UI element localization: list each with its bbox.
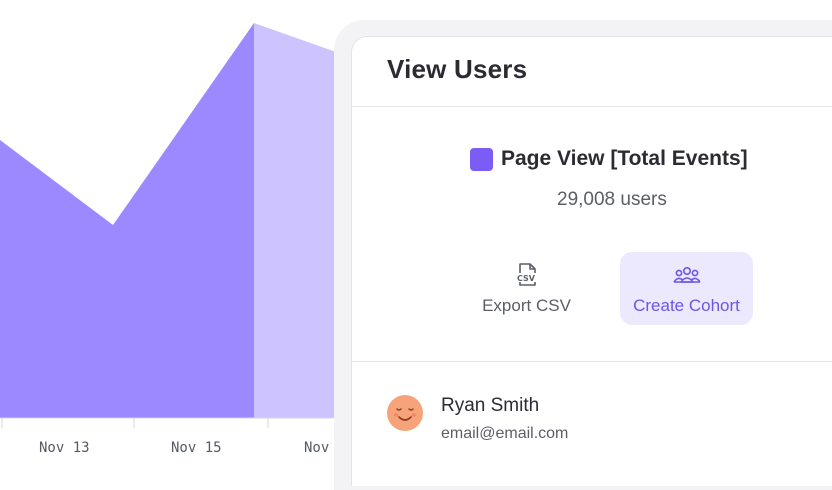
x-tick-label: Nov: [304, 440, 329, 456]
export-csv-label: Export CSV: [482, 296, 571, 315]
panel-title: View Users: [387, 54, 528, 84]
smiley-face-icon: [393, 408, 417, 421]
create-cohort-label: Create Cohort: [633, 296, 740, 315]
user-name: Ryan Smith: [441, 395, 540, 416]
area-series-partial: [254, 23, 336, 418]
user-count: 29,008 users: [557, 189, 667, 210]
event-summary: Page View [Total Events] 29,008 users CS…: [352, 107, 832, 362]
view-users-panel: View Users Page View [Total Events] 29,0…: [351, 36, 832, 486]
x-tick-label: Nov 15: [171, 440, 222, 456]
area-series-main: [0, 23, 254, 418]
x-tick-label: Nov 13: [39, 440, 90, 456]
event-name: Page View [Total Events]: [501, 147, 748, 170]
cohort-group-icon: [672, 267, 701, 283]
event-color-swatch: [470, 147, 493, 171]
svg-text:CSV: CSV: [517, 274, 536, 283]
panel-header: View Users: [352, 37, 832, 107]
area-chart: Nov 13 Nov 15 Nov: [0, 23, 336, 456]
user-email: email@email.com: [441, 425, 569, 442]
event-label: Page View [Total Events]: [470, 145, 748, 173]
avatar: [387, 395, 423, 431]
csv-file-icon: CSV: [515, 263, 536, 286]
export-csv-button[interactable]: CSV Export CSV: [460, 252, 593, 325]
create-cohort-button[interactable]: Create Cohort: [620, 252, 753, 325]
